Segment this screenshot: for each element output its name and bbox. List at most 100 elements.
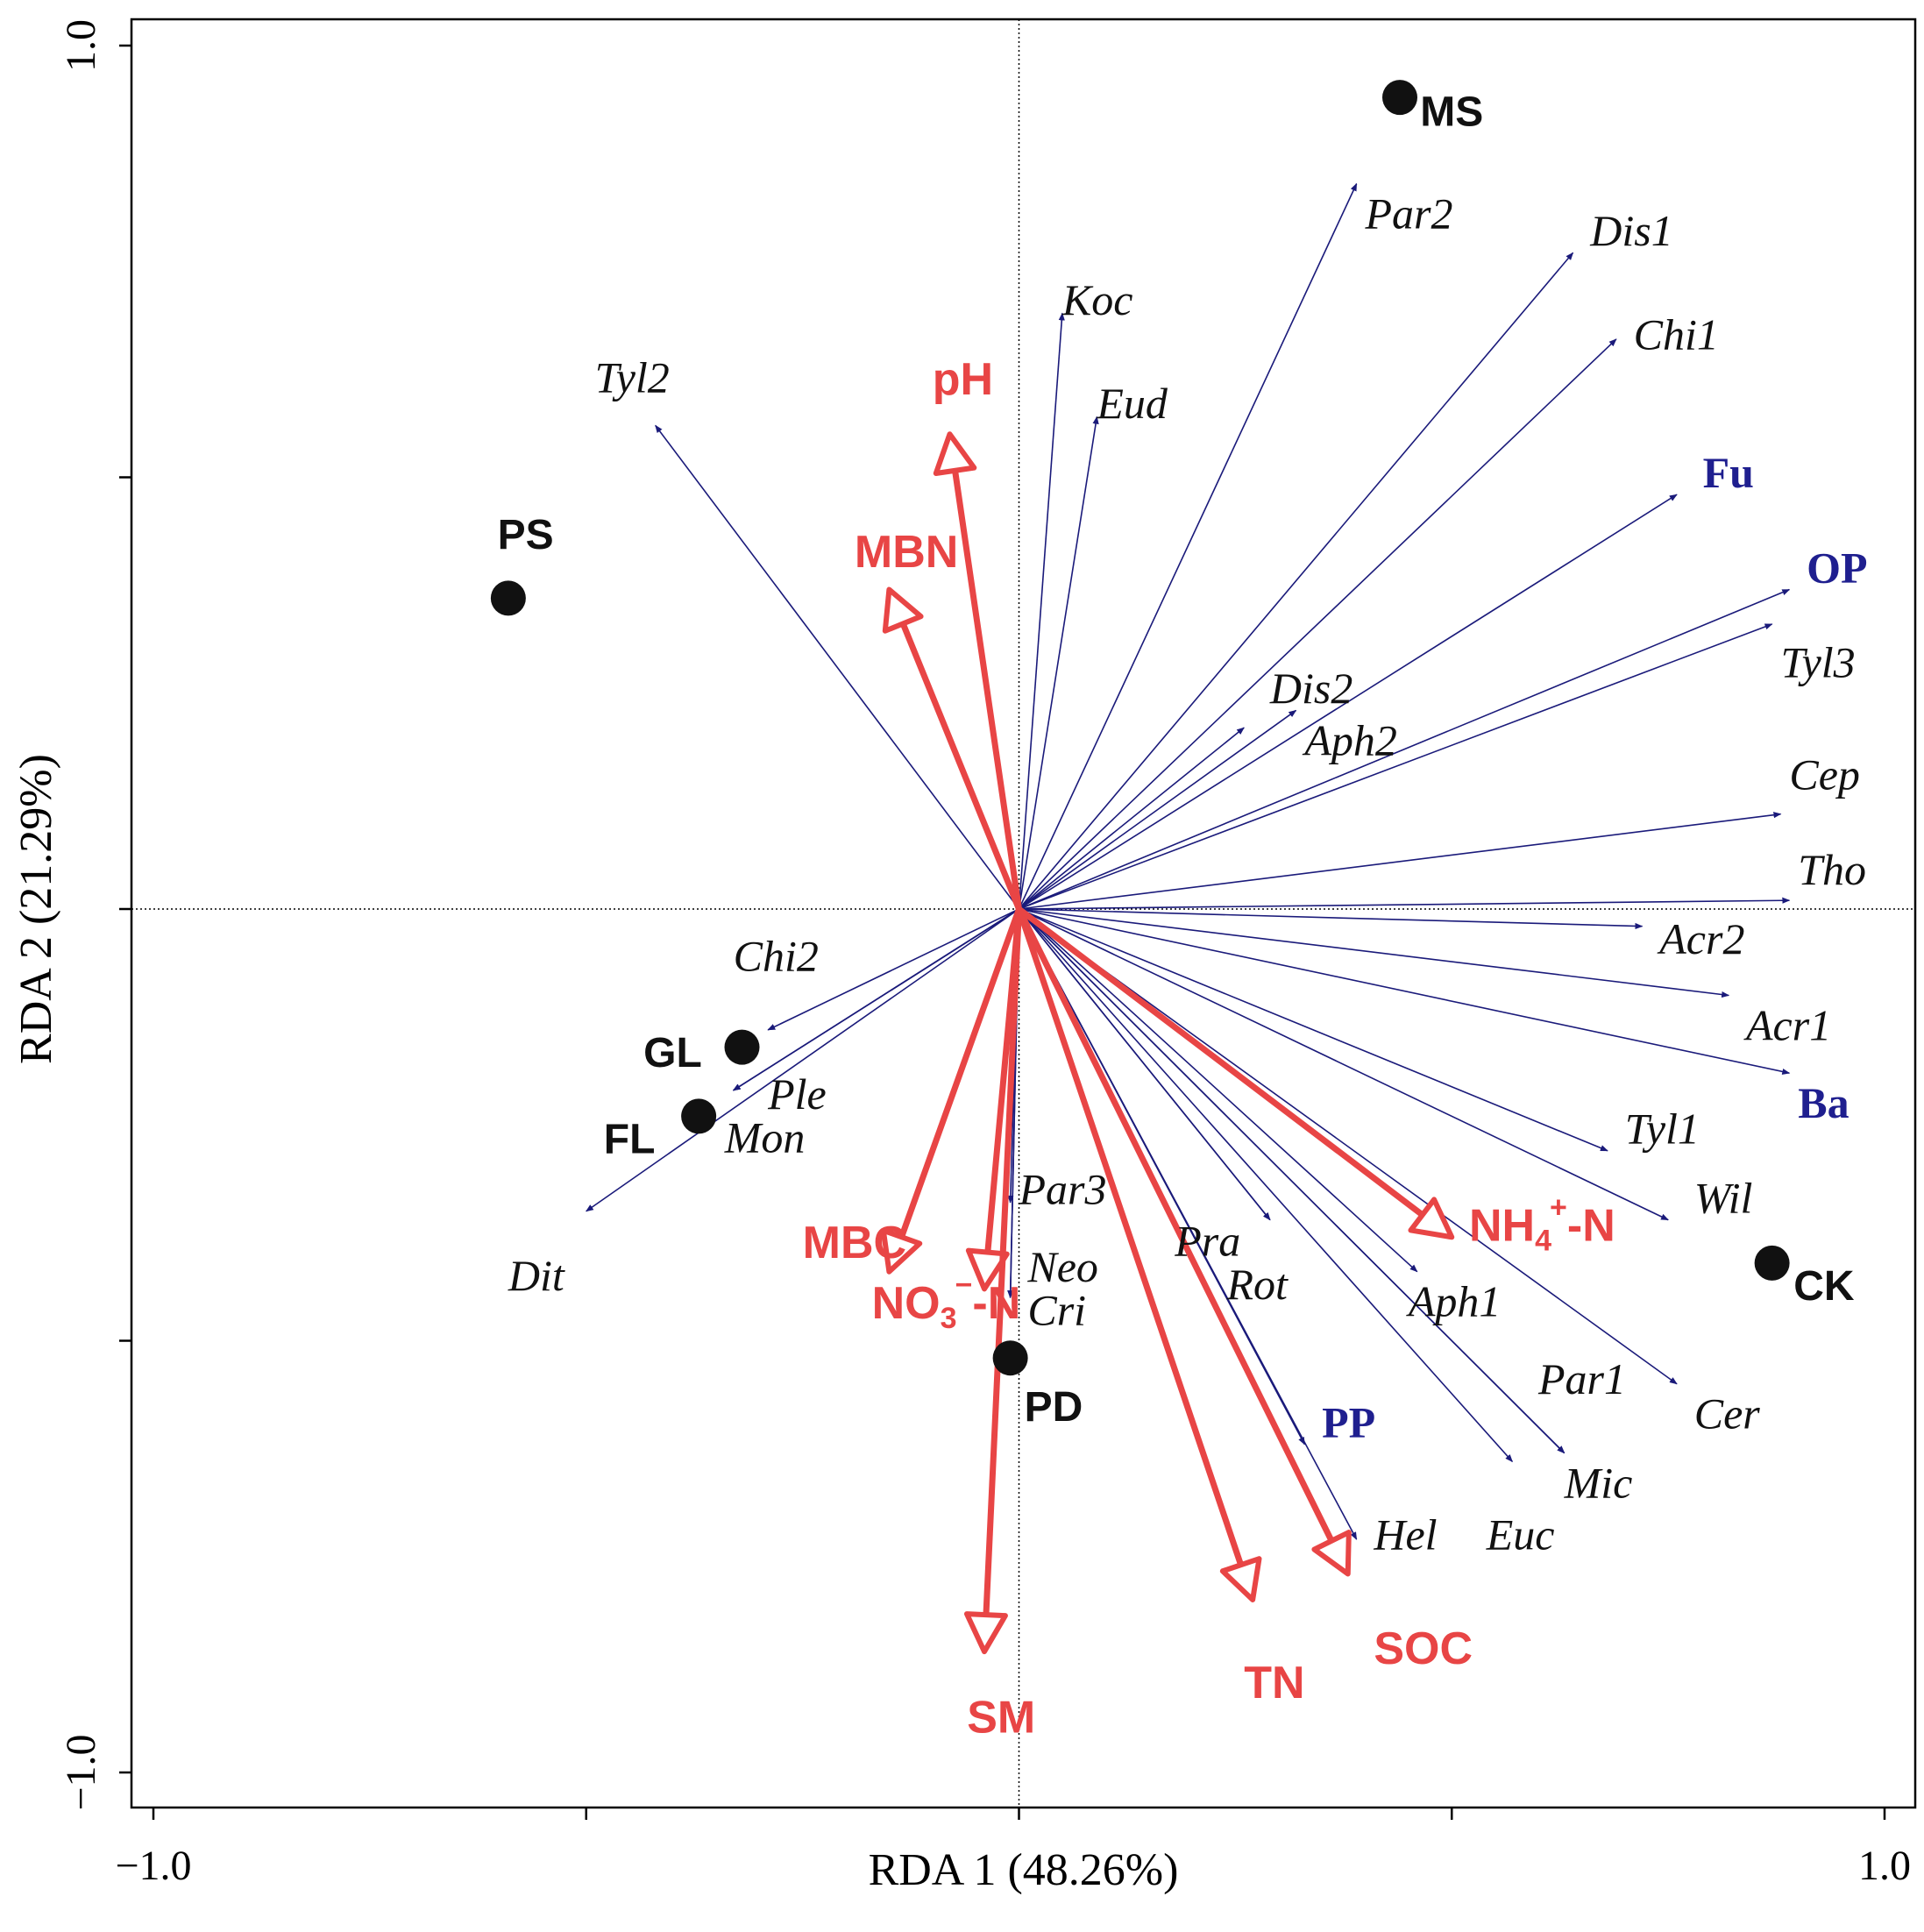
- species-arrow-euc: [1018, 908, 1358, 1540]
- species-arrow-cep: [1019, 812, 1782, 910]
- species-arrow-koc: [1018, 312, 1065, 910]
- species-arrow-mic: [1018, 908, 1565, 1454]
- site-label-ps: PS: [498, 512, 554, 558]
- species-arrow-cer: [1019, 908, 1678, 1385]
- species-label-pp: PP: [1322, 1397, 1375, 1446]
- species-label-cep: Cep: [1789, 750, 1860, 799]
- env-label-soc: SOC: [1374, 1623, 1473, 1674]
- species-label-aph1: Aph1: [1406, 1277, 1502, 1326]
- env-arrowhead-tn: [1219, 1556, 1262, 1602]
- env-arrowhead-sm: [963, 1611, 1008, 1655]
- species-label-acr2: Acr2: [1657, 914, 1744, 963]
- y-axis-title: RDA 2 (21.29%): [11, 754, 61, 1064]
- species-label-aph2: Aph2: [1302, 715, 1397, 764]
- species-label-ba: Ba: [1798, 1078, 1849, 1127]
- env-label-mbc: MBC: [803, 1218, 906, 1268]
- site-point-gl: [724, 1029, 760, 1065]
- env-label-no3n: NO3−-N: [872, 1268, 1021, 1335]
- species-arrow-eud: [1018, 416, 1099, 910]
- species-label-mon: Mon: [724, 1112, 806, 1161]
- species-arrow-mon: [732, 908, 1019, 1091]
- env-arrowhead-mbn: [882, 586, 924, 634]
- env-arrow-nh4+-n: [1016, 906, 1426, 1218]
- species-label-chi2: Chi2: [734, 932, 819, 981]
- species-label-acr1: Acr1: [1743, 1000, 1831, 1049]
- env-arrow-soc: [1016, 906, 1335, 1545]
- species-arrow-chi2: [767, 908, 1019, 1031]
- site-label-fl: FL: [604, 1117, 656, 1163]
- env-arrowhead-soc: [1311, 1530, 1352, 1577]
- env-label-tn: TN: [1244, 1658, 1304, 1708]
- species-label-dis2: Dis2: [1269, 664, 1352, 713]
- species-label-par2: Par2: [1365, 188, 1453, 238]
- species-arrow-acr2: [1019, 908, 1644, 930]
- env-arrow-tn: [1016, 906, 1245, 1568]
- species-arrow-tho: [1019, 897, 1791, 910]
- plot-frame: [130, 18, 1917, 1809]
- species-label-tyl3: Tyl3: [1781, 638, 1856, 687]
- env-arrowhead-ph: [933, 431, 977, 476]
- species-arrow-tyl1: [1019, 908, 1608, 1152]
- site-label-ms: MS: [1420, 89, 1483, 135]
- species-label-wil: Wil: [1694, 1173, 1753, 1222]
- species-label-par3: Par3: [1019, 1165, 1107, 1214]
- species-arrow-par2: [1018, 182, 1358, 910]
- species-arrow-fu: [1019, 494, 1678, 910]
- species-label-dit: Dit: [508, 1251, 565, 1300]
- species-label-eud: Eud: [1096, 379, 1168, 428]
- species-arrow-aph2: [1018, 727, 1245, 910]
- species-label-tho: Tho: [1798, 845, 1866, 894]
- env-label-sm: SM: [967, 1693, 1035, 1744]
- y-tick-label: −1.0: [58, 1734, 104, 1810]
- x-tick-label: −1.0: [115, 1843, 191, 1889]
- species-label-ple: Ple: [767, 1069, 827, 1119]
- env-arrowhead-nh4+-n: [1408, 1197, 1455, 1240]
- site-point-ps: [490, 580, 526, 616]
- species-arrow-rot: [1018, 908, 1271, 1221]
- species-arrow-ba: [1019, 908, 1791, 1075]
- env-label-nh4n: NH4+-N: [1469, 1190, 1615, 1257]
- species-arrow-op: [1019, 588, 1791, 910]
- species-label-rot: Rot: [1226, 1260, 1289, 1309]
- species-arrow-dis2: [1019, 709, 1297, 910]
- species-arrow-dit: [586, 908, 1019, 1212]
- species-label-neo: Neo: [1026, 1242, 1098, 1291]
- site-label-ck: CK: [1793, 1263, 1855, 1310]
- site-point-ck: [1754, 1245, 1790, 1281]
- env-label-mbn: MBN: [855, 527, 958, 578]
- species-arrow-tyl2: [655, 424, 1020, 910]
- y-tick-label: 1.0: [58, 19, 104, 72]
- species-label-tyl1: Tyl1: [1625, 1105, 1700, 1154]
- env-arrow-ph: [952, 467, 1022, 913]
- env-arrow-mbn: [899, 620, 1022, 913]
- species-label-euc: Euc: [1486, 1510, 1555, 1559]
- species-label-mic: Mic: [1564, 1458, 1633, 1507]
- species-label-op: OP: [1807, 543, 1867, 592]
- species-label-chi1: Chi1: [1634, 309, 1719, 359]
- site-label-pd: PD: [1025, 1384, 1083, 1431]
- species-label-koc: Koc: [1061, 275, 1133, 324]
- species-arrow-dis1: [1018, 252, 1574, 910]
- env-arrowhead-no3-n: [965, 1247, 1010, 1292]
- species-label-cer: Cer: [1694, 1389, 1761, 1438]
- species-arrow-acr1: [1019, 908, 1730, 998]
- species-label-hel: Hel: [1373, 1510, 1437, 1559]
- env-arrow-sm: [983, 906, 1022, 1618]
- x-tick-label: 1.0: [1858, 1843, 1911, 1889]
- env-label-ph: pH: [933, 354, 993, 405]
- species-label-cri: Cri: [1027, 1285, 1086, 1334]
- species-label-pra: Pra: [1174, 1217, 1240, 1266]
- species-label-fu: Fu: [1703, 448, 1754, 497]
- species-arrow-wil: [1019, 908, 1669, 1221]
- site-label-gl: GL: [643, 1030, 702, 1076]
- species-arrow-hel: [1018, 908, 1513, 1463]
- species-label-tyl2: Tyl2: [595, 353, 670, 402]
- species-label-par1: Par1: [1537, 1354, 1626, 1403]
- species-arrow-aph1: [1018, 908, 1418, 1273]
- x-axis-title: RDA 1 (48.26%): [869, 1845, 1179, 1895]
- env-arrow-mbc: [898, 906, 1022, 1240]
- site-point-fl: [681, 1098, 717, 1134]
- env-arrowhead-mbc: [880, 1227, 923, 1275]
- species-arrow-chi1: [1018, 338, 1617, 910]
